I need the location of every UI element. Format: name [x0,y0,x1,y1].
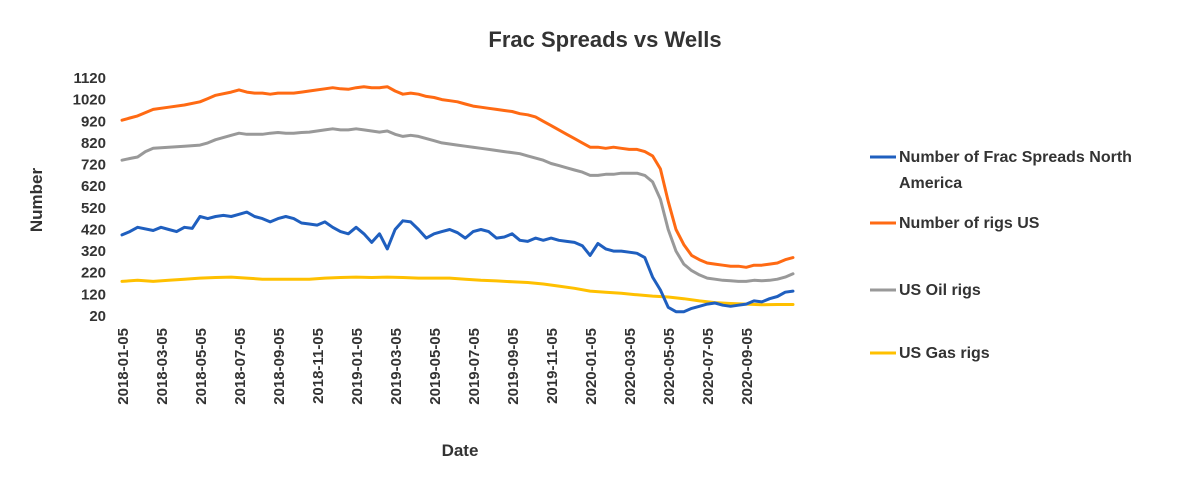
y-tick-label: 320 [81,243,106,260]
legend-label: US Oil rigs [899,282,981,299]
series-lines [120,85,795,314]
x-tick-label: 2018-01-05 [115,328,132,405]
x-tick-label: 2020-05-05 [661,328,678,405]
y-tick-label: 820 [81,135,106,152]
y-tick-label: 220 [81,265,106,282]
series-line-1 [120,85,795,269]
y-tick-label: 420 [81,221,106,238]
legend: Number of Frac Spreads North America Numbe… [870,149,1132,362]
chart-title: Frac Spreads vs Wells [488,27,721,52]
x-tick-label: 2018-05-05 [193,328,210,405]
x-tick-label: 2019-05-05 [427,328,444,405]
x-tick-label: 2020-07-05 [700,328,717,405]
y-tick-label: 20 [89,308,106,325]
y-axis-ticks: 20 120 220 320 420 520 620 720 820 920 1020 1120 [73,70,106,325]
y-tick-label: 1120 [73,70,106,87]
x-tick-label: 2019-11-05 [544,328,561,404]
x-tick-label: 2019-03-05 [388,328,405,405]
y-tick-label: 520 [81,200,106,217]
y-tick-label: 120 [81,286,106,303]
x-tick-label: 2018-11-05 [310,328,327,404]
legend-label: US Gas rigs [899,345,990,362]
series-line-3 [120,275,795,307]
x-tick-label: 2020-09-05 [739,328,756,405]
series-line-2 [120,127,795,283]
x-tick-label: 2020-03-05 [622,328,639,405]
y-tick-label: 1020 [73,92,106,109]
x-tick-label: 2018-09-05 [271,328,288,405]
y-tick-label: 920 [81,113,106,130]
y-tick-label: 620 [81,178,106,195]
series-line-0 [120,210,795,314]
legend-label: Number of rigs US [899,215,1040,232]
x-tick-label: 2018-03-05 [154,328,171,405]
x-tick-label: 2019-01-05 [349,328,366,405]
x-axis-title: Date [442,441,479,460]
legend-label: Number of Frac Spreads North [899,149,1132,166]
legend-label-continued: America [899,175,962,192]
x-axis-ticks: 2018-01-05 2018-03-05 2018-05-05 2018-07-05… [115,328,756,405]
y-tick-label: 720 [81,157,106,174]
x-tick-label: 2019-07-05 [466,328,483,405]
x-tick-label: 2020-01-05 [583,328,600,405]
x-tick-label: 2019-09-05 [505,328,522,405]
y-axis-title: Number [27,168,46,233]
x-tick-label: 2018-07-05 [232,328,249,405]
